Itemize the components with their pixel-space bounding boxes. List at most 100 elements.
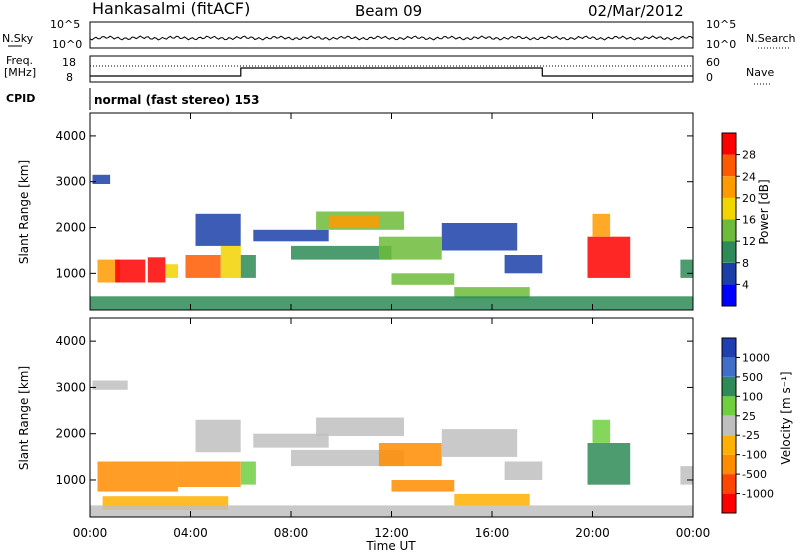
echo-region [240, 255, 256, 278]
colorbar-tick-label: 20 [742, 192, 756, 205]
echo-region [504, 255, 543, 274]
power-ylabel: Slant Range [km] [17, 160, 31, 264]
colorbar-tick-label: 4 [742, 278, 749, 291]
echo-region [328, 216, 379, 228]
colorbar-tick-label: -100 [742, 449, 767, 462]
colorbar-tick-label: -1000 [742, 488, 774, 501]
colorbar-swatch [722, 493, 736, 513]
colorbar-swatch [722, 454, 736, 475]
colorbar-frame [721, 337, 737, 514]
colorbar-swatch [722, 376, 736, 397]
y-tick-label: 1000 [55, 266, 86, 280]
echo-region [316, 417, 404, 436]
station-title: Hankasalmi (fitACF) [92, 0, 250, 18]
echo-region [90, 296, 693, 310]
echo-region [220, 245, 241, 278]
colorbar-swatch [722, 197, 736, 220]
power-colorbar: 28 24 20 16 12 8 4 [721, 132, 756, 307]
colorbar-swatch [722, 176, 736, 198]
echo-region [195, 419, 241, 453]
freq-right-tick-top: 60 [706, 56, 720, 69]
echo-region [97, 461, 178, 492]
echo-region [92, 380, 128, 390]
velocity-yticks: 4000 3000 2000 1000 [55, 334, 693, 487]
echo-region [291, 245, 392, 260]
echo-region [253, 433, 329, 448]
echo-region [165, 264, 178, 278]
colorbar-swatch [722, 154, 736, 177]
power-colorbar-label: Power [dB] [757, 179, 771, 244]
noise-left-tick-bottom: 10^0 [52, 38, 82, 51]
freq-trace [90, 67, 693, 77]
echo-region [253, 229, 329, 242]
colorbar-swatch [722, 415, 736, 436]
echo-region [391, 273, 455, 285]
echo-region [97, 259, 121, 283]
echo-region [185, 255, 221, 278]
echo-region [441, 223, 518, 251]
y-tick-label: 4000 [55, 334, 86, 348]
time-axis: 00:00 04:00 08:00 12:00 16:00 20:00 00:00 [73, 113, 711, 540]
x-tick-label: 00:00 [73, 526, 108, 540]
colorbar-tick-label: 1000 [742, 351, 770, 364]
colorbar-tick-label: 500 [742, 371, 763, 384]
echo-region [680, 259, 693, 278]
echo-region [680, 466, 693, 485]
x-tick-label: 16:00 [475, 526, 510, 540]
colorbar-swatch [722, 435, 736, 455]
colorbar-swatch [722, 338, 736, 358]
echo-region [195, 213, 241, 246]
echo-region [454, 493, 530, 506]
colorbar-swatch [722, 474, 736, 494]
colorbar-swatch [722, 357, 736, 377]
noise-left-label: N.Sky [2, 32, 34, 45]
noise-panel-frame [89, 21, 694, 49]
echo-region [92, 174, 111, 184]
velocity-echoes [90, 380, 693, 517]
y-tick-label: 3000 [55, 380, 86, 394]
velocity-colorbar: 1000 500 100 25 -25 -100 -500 -1000 [721, 337, 774, 514]
noise-trace [89, 35, 694, 41]
colorbar-tick-label: 12 [742, 235, 756, 248]
y-tick-label: 3000 [55, 175, 86, 189]
freq-right-tick-bottom: 0 [706, 71, 713, 84]
echo-region [291, 449, 405, 467]
colorbar-swatch [722, 396, 736, 416]
x-tick-label: 04:00 [173, 526, 208, 540]
echo-region [454, 287, 530, 299]
echo-region [240, 461, 256, 485]
echo-region [147, 257, 166, 283]
echo-region [592, 419, 611, 443]
echo-region [441, 429, 518, 457]
colorbar-tick-label: -25 [742, 429, 760, 442]
colorbar-tick-label: 16 [742, 214, 756, 227]
y-tick-label: 4000 [55, 129, 86, 143]
colorbar-swatch [722, 133, 736, 155]
echo-region [378, 443, 442, 467]
freq-label-line2: [MHz] [4, 66, 36, 79]
date-title: 02/Mar/2012 [588, 2, 684, 20]
colorbar-tick-label: 8 [742, 257, 749, 270]
beam-title: Beam 09 [355, 2, 422, 20]
nave-label: Nave [746, 66, 774, 79]
echo-region [587, 443, 631, 485]
velocity-colorbar-label: Velocity [m s⁻¹] [779, 371, 793, 464]
x-tick-label: 08:00 [274, 526, 309, 540]
x-tick-label: 20:00 [575, 526, 610, 540]
x-tick-label: 00:00 [676, 526, 711, 540]
echo-region [504, 461, 543, 480]
colorbar-tick-label: 24 [742, 170, 756, 183]
colorbar-tick-label: 28 [742, 149, 756, 162]
time-axis-label: Time UT [365, 539, 416, 553]
noise-right-label: N.Search [746, 32, 796, 45]
y-tick-label: 1000 [55, 473, 86, 487]
freq-left-tick-bottom: 8 [66, 71, 73, 84]
colorbar-tick-label: -500 [742, 468, 767, 481]
echo-region [378, 236, 442, 260]
power-yticks: 4000 3000 2000 1000 [55, 129, 693, 280]
cpid-label: CPID [6, 92, 35, 105]
colorbar-tick-label: 100 [742, 390, 763, 403]
y-tick-label: 2000 [55, 427, 86, 441]
echo-region [391, 480, 455, 492]
